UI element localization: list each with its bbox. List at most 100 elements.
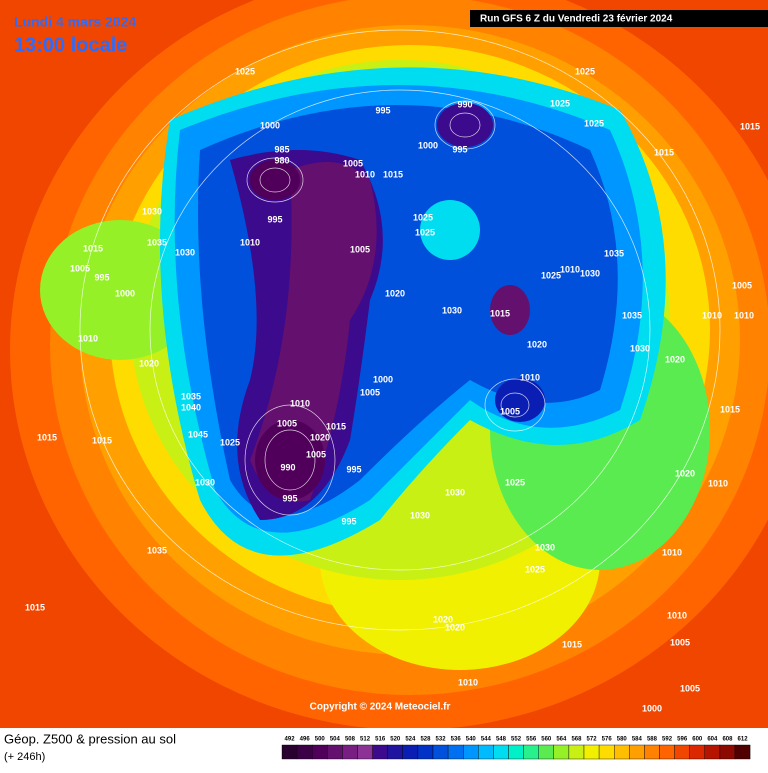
isobar-label: 1020: [675, 468, 695, 478]
isobar-label: 1015: [490, 308, 510, 318]
scale-label: 584: [632, 737, 643, 743]
isobar-label: 990: [457, 99, 472, 109]
isobar-label: 1005: [306, 449, 326, 459]
isobar-label: 1010: [662, 547, 682, 557]
isobar-label: 1025: [525, 564, 545, 574]
scale-swatch: [312, 744, 328, 760]
isobar-label: 1005: [277, 418, 297, 428]
isobar-label: 1020: [445, 622, 465, 632]
isobar-label: 1010: [708, 478, 728, 488]
isobar-label: 1030: [445, 487, 465, 497]
scale-swatch: [719, 744, 736, 760]
scale-label: 492: [285, 737, 296, 743]
isobar-label: 1010: [240, 237, 260, 247]
isobar-label: 1035: [622, 310, 642, 320]
scale-label: 516: [375, 737, 386, 743]
isobar-label: 1015: [83, 243, 103, 253]
scale-label: 508: [345, 737, 356, 743]
isobar-label: 1035: [147, 545, 167, 555]
scale-swatch: [674, 744, 690, 760]
isobar-label: 1005: [670, 637, 690, 647]
scale-swatch: [659, 744, 675, 760]
isobar-label: 1010: [520, 372, 540, 382]
scale-swatch: [734, 744, 751, 760]
scale-label: 512: [360, 737, 371, 743]
isobar-label: 995: [267, 214, 282, 224]
isobar-label: 1030: [442, 305, 462, 315]
scale-swatch: [508, 744, 524, 760]
isobar-label: 1035: [181, 391, 201, 401]
isobar-label: 1020: [527, 339, 547, 349]
scale-swatch: [523, 744, 539, 760]
scale-swatch: [644, 744, 660, 760]
scale-swatch: [704, 744, 721, 760]
scale-label: 540: [466, 737, 477, 743]
scale-label: 504: [330, 737, 341, 743]
scale-label: 612: [738, 737, 749, 743]
footer-title: Géop. Z500 & pression au sol: [4, 731, 176, 746]
isobar-label: 1015: [383, 169, 403, 179]
isobar-label: 1010: [667, 610, 687, 620]
scale-swatch: [478, 744, 494, 760]
isobar-label: 1025: [550, 98, 570, 108]
isobar-label: 1030: [580, 268, 600, 278]
scale-label: 560: [541, 737, 552, 743]
scale-label: 496: [300, 737, 311, 743]
scale-label: 524: [405, 737, 416, 743]
isobar-label: 1025: [575, 66, 595, 76]
isobar-label: 995: [341, 516, 356, 526]
scale-swatch: [463, 744, 479, 760]
scale-swatch: [281, 744, 298, 760]
isobar-label: 1005: [500, 406, 520, 416]
scale-label: 544: [481, 737, 492, 743]
scale-label: 588: [647, 737, 658, 743]
scale-swatch: [538, 744, 555, 760]
isobars: [79, 29, 721, 631]
isobar-label: 980: [274, 155, 289, 165]
isobar-label: 1015: [740, 121, 760, 131]
isobar-label: 1010: [355, 169, 375, 179]
isobar-label: 990: [280, 462, 295, 472]
scale-label: 528: [420, 737, 431, 743]
scale-swatch: [583, 744, 600, 760]
isobar-label: 1015: [326, 421, 346, 431]
scale-swatch: [342, 744, 358, 760]
isobar-label: 1030: [195, 477, 215, 487]
scale-label: 572: [587, 737, 598, 743]
scale-label: 500: [315, 737, 326, 743]
isobar-label: 1000: [642, 703, 662, 713]
scale-swatch: [372, 744, 388, 760]
isobar-label: 1020: [665, 354, 685, 364]
scale-swatch: [327, 744, 343, 760]
isobar-label: 1005: [360, 387, 380, 397]
isobar-label: 1000: [418, 140, 438, 150]
scale-label: 608: [722, 737, 733, 743]
isobar-label: 995: [375, 105, 390, 115]
isobar-label: 1010: [734, 310, 754, 320]
isobar-label: 1005: [732, 280, 752, 290]
isobar-label: 1025: [413, 212, 433, 222]
isobar-label: 1030: [630, 343, 650, 353]
isobar-label: 1010: [78, 333, 98, 343]
isobar-label: 1035: [604, 248, 624, 258]
scale-swatch: [387, 744, 404, 760]
scale-label: 564: [556, 737, 567, 743]
isobar-label: 1015: [654, 147, 674, 157]
run-info: Run GFS 6 Z du Vendredi 23 février 2024: [480, 14, 673, 25]
isobar-label: 1020: [433, 614, 453, 624]
scale-label: 536: [451, 737, 462, 743]
scale-label: 520: [390, 737, 401, 743]
scale-swatch: [417, 744, 434, 760]
isobar-label: 1035: [147, 237, 167, 247]
scale-label: 548: [496, 737, 507, 743]
scale-label: 556: [526, 737, 537, 743]
scale-label: 600: [692, 737, 703, 743]
isobar-label: 1015: [720, 404, 740, 414]
scale-swatch: [629, 744, 645, 760]
isobar-label: 1025: [415, 227, 435, 237]
isobar-label: 1025: [235, 66, 255, 76]
scale-label: 568: [571, 737, 582, 743]
local-time: 13:00 locale: [14, 34, 127, 56]
